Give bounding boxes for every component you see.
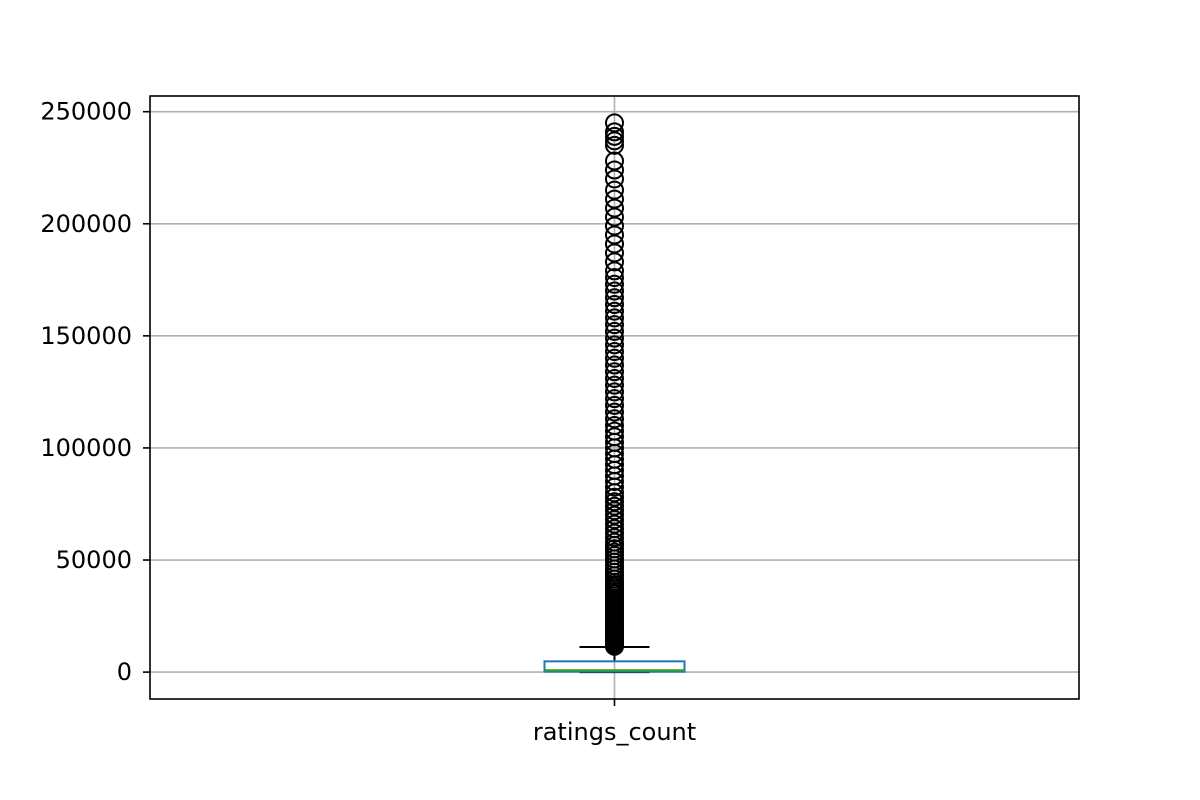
outlier-point	[605, 375, 624, 395]
outlier-point	[605, 342, 624, 362]
outlier-point	[605, 301, 624, 321]
grid-lines	[150, 96, 1079, 699]
outlier-point	[605, 328, 624, 348]
outlier-point	[605, 180, 624, 200]
outlier-point	[605, 189, 624, 209]
outlier-point	[605, 294, 624, 314]
y-tick-label: 0	[117, 658, 132, 686]
outlier-point	[605, 135, 624, 155]
outlier-point	[605, 389, 624, 409]
outlier-point	[605, 421, 624, 441]
y-tick-label: 200000	[40, 210, 132, 238]
iqr-box	[543, 660, 686, 673]
outlier-point	[605, 126, 624, 146]
outlier-point	[605, 268, 624, 288]
outlier-point	[605, 315, 624, 335]
outlier-point	[605, 348, 624, 368]
outlier-point	[605, 335, 624, 355]
outlier-point	[605, 151, 624, 171]
outlier-point	[605, 487, 624, 507]
outlier-point	[605, 382, 624, 402]
x-category-label: ratings_count	[533, 718, 696, 746]
outlier-point	[605, 496, 624, 516]
outlier-point	[605, 281, 624, 301]
outlier-point	[605, 402, 624, 422]
outlier-point	[605, 409, 624, 429]
outlier-points	[605, 113, 624, 656]
y-tick-label: 100000	[40, 434, 132, 462]
outlier-point	[605, 355, 624, 375]
outlier-point	[605, 368, 624, 388]
outlier-point	[605, 113, 624, 133]
outlier-point	[605, 416, 624, 436]
outlier-point	[605, 321, 624, 341]
outlier-point	[605, 274, 624, 294]
outlier-point	[605, 395, 624, 415]
axis-ticks: 0 50000 100000 150000 200000 250000 ratings_co…	[40, 98, 696, 746]
outlier-point	[605, 288, 624, 308]
y-tick-label: 50000	[56, 546, 132, 574]
outlier-point	[605, 122, 624, 142]
outlier-point	[605, 308, 624, 328]
y-tick-label: 150000	[40, 322, 132, 350]
y-tick-label: 250000	[40, 98, 132, 126]
outlier-point	[605, 160, 624, 180]
outlier-point	[605, 362, 624, 382]
outlier-point	[605, 492, 624, 512]
